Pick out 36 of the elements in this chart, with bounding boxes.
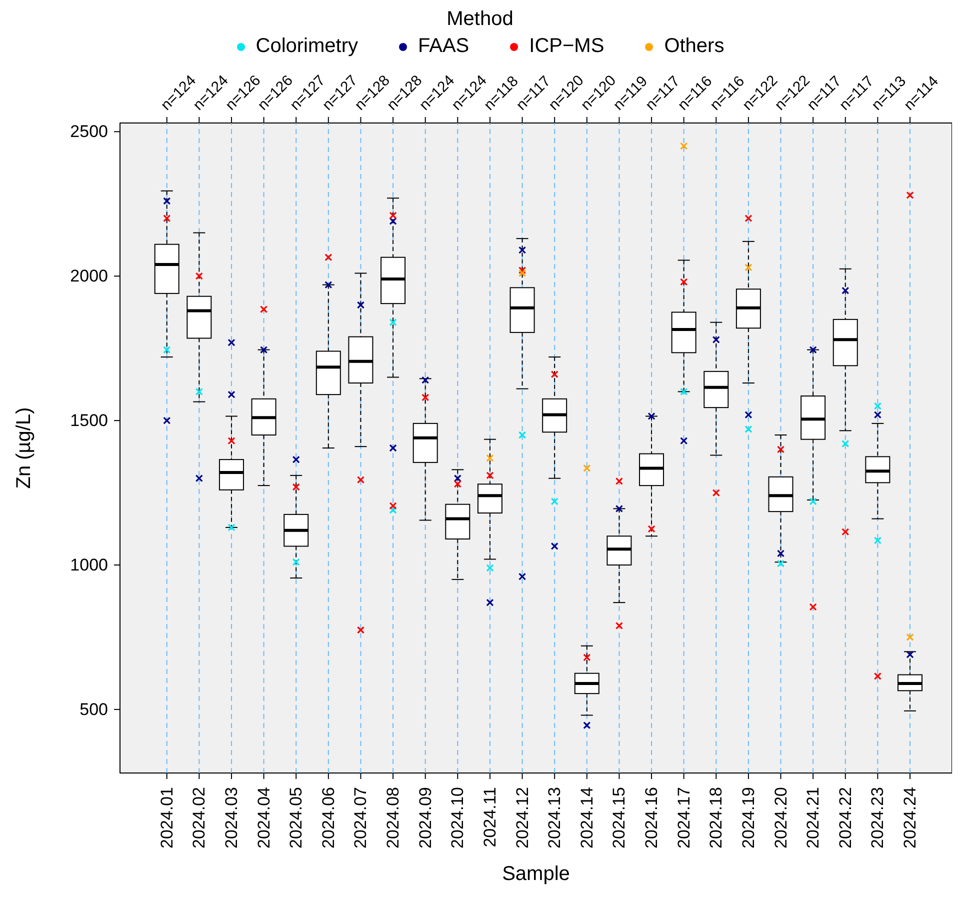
x-tick-label: 2024.12	[512, 787, 532, 848]
x-tick-label: 2024.16	[642, 787, 662, 848]
x-tick-label: 2024.20	[771, 787, 790, 848]
legend-label: FAAS	[418, 35, 470, 58]
x-tick-label: 2024.04	[254, 787, 274, 848]
y-tick-label: 1000	[70, 556, 108, 574]
x-tick-label: 2024.15	[610, 787, 629, 848]
x-axis-title: Sample	[501, 863, 571, 886]
x-tick-label: 2024.06	[318, 787, 338, 848]
legend-label: Colorimetry	[256, 35, 358, 58]
x-tick-label: 2024.19	[738, 787, 758, 848]
x-tick-label: 2024.14	[577, 787, 596, 848]
x-tick-label: 2024.10	[448, 787, 468, 848]
x-tick-label: 2024.22	[836, 787, 855, 848]
x-tick-label: 2024.17	[674, 787, 694, 848]
x-tick-label: 2024.24	[900, 787, 920, 848]
y-tick-label: 2500	[70, 122, 108, 142]
x-tick-label: 2024.08	[384, 787, 403, 848]
x-tick-label: 2024.03	[222, 787, 241, 848]
x-tick-label: 2024.11	[480, 787, 500, 848]
y-tick-label: 2000	[70, 266, 108, 286]
x-tick-label: 2024.07	[351, 787, 370, 848]
x-tick-label: 2024.09	[416, 787, 435, 848]
x-tick-label: 2024.05	[286, 787, 306, 848]
legend-title: Method	[446, 8, 514, 31]
y-tick-label: 500	[80, 700, 108, 719]
y-axis-title: Zn (µg/L)	[12, 407, 36, 489]
x-tick-label: 2024.18	[706, 787, 726, 848]
x-tick-label: 2024.13	[545, 787, 564, 848]
x-tick-label: 2024.01	[157, 787, 176, 848]
x-tick-label: 2024.21	[804, 787, 823, 848]
y-tick-label: 1500	[70, 411, 108, 430]
x-tick-label: 2024.23	[868, 787, 888, 848]
legend-label: Others	[664, 35, 724, 58]
x-tick-label: 2024.02	[190, 787, 209, 848]
legend-label: ICP−MS	[529, 35, 604, 58]
